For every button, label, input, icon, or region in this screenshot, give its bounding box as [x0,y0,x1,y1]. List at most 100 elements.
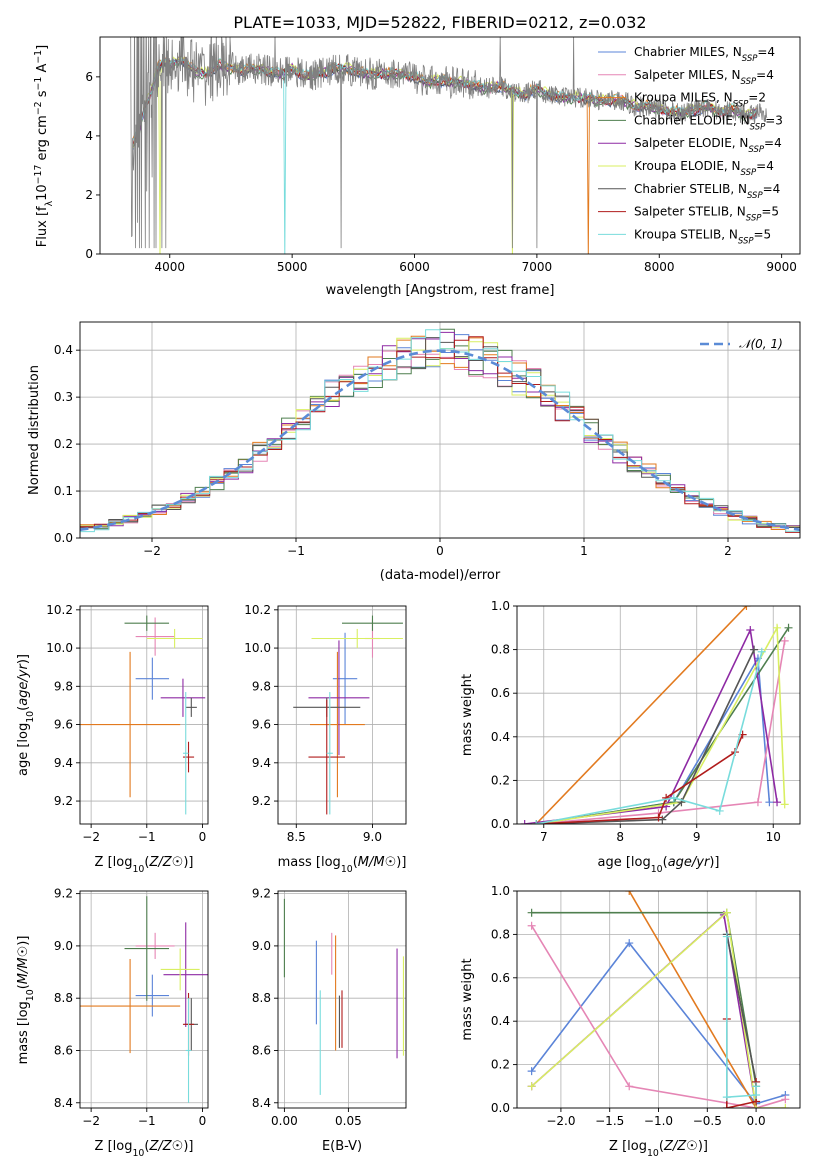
label-part: ( [659,1139,664,1154]
label-part: 10 [132,864,144,875]
axes: 0.00 0.05 8.4 8.6 8.8 9.0 9.2 E(B-V) [252,887,407,1154]
y-tick-label: 8.6 [54,1043,73,1057]
label-part: mass [ [16,1021,31,1064]
panel-age-mass: 8.5 9.0 9.2 9.4 9.6 9.8 10.0 10.2 mass [log10(M/… [244,603,407,875]
weight-marker-kroupa-elodie [527,1082,536,1091]
panel-weight-z: −2.0 −1.5 −1.0 −0.5 0.0 0.0 0.2 0.4 0.6 0.8 1.0 Z [… [460,884,801,1159]
weight-line-kroupa-elodie [535,624,786,824]
y-tick-label: 9.8 [54,679,73,693]
weight-marker-kroupa-elodie [773,623,782,632]
panel-mass-ebv: 0.00 0.05 8.4 8.6 8.8 9.0 9.2 E(B-V) [252,887,407,1154]
histogram-chabrier-miles [80,334,800,532]
errorbar-salpeter-elodie [163,922,208,1027]
errorbar-salpeter-elodie [308,640,370,756]
errorbar-kroupa-elodie [160,948,200,991]
y-tick-label: 1.0 [491,884,510,898]
legend-text: Salpeter MILES, N [634,68,741,82]
weight-marker-kroupa-elodie [780,800,789,809]
errorbar-chabrier-stelib [185,697,197,717]
label-part: Z [ [95,1139,113,1154]
legend-subscript: SSP [741,77,757,87]
x-tick-label: −2 [143,544,161,558]
label-part: ) [183,1139,188,1154]
y-tick-label: 0.1 [54,484,73,498]
legend-tail: =2 [748,91,766,105]
label-part: ) [698,1139,703,1154]
x-axis-label: E(B-V) [322,1139,362,1154]
label-part: Z/Z☉ [148,1139,183,1154]
errorbar-salpeter-miles [135,617,175,656]
x-tick-label: −2.0 [546,1114,575,1128]
legend-label-chabrier-stelib: Chabrier STELIB, NSSP=4 [634,182,780,201]
label-part: erg cm [35,115,50,164]
label-part: ] [714,855,719,870]
x-tick-label: 8000 [644,260,675,274]
label-part: ] [703,1139,708,1154]
legend-tail: =5 [754,227,772,241]
label-part: Z/Z☉ [663,1139,698,1154]
weight-marker-kroupa-stelib [715,806,724,815]
y-tick-label: 9.6 [54,718,73,732]
weight-line-kroupa-miles [628,891,757,1108]
weight-line-salpeter-miles [530,925,786,1108]
label-part: log [631,855,651,870]
label-part: ( [353,855,358,870]
histogram-kroupa-stelib [80,329,800,535]
axes-frame [99,36,801,255]
weight-marker-salpeter-miles [781,1095,790,1104]
x-tick-label: 7000 [522,260,553,274]
legend-text: Salpeter ELODIE, N [634,136,748,150]
errorbar-chabrier-elodie [342,615,403,631]
x-axis-label: Z [log10(Z/Z☉)] [95,1139,194,1159]
label-part: ] [188,1139,193,1154]
weight-marker-kroupa-stelib [722,932,731,941]
axes-frame [79,605,209,825]
errorbar-kroupa-stelib [185,998,192,1103]
x-tick-label: 0.00 [271,1114,298,1128]
label-part: ) [396,855,401,870]
legend-label-chabrier-miles: Chabrier MILES, NSSP=4 [634,45,775,64]
panel-age-z: −2 −1 09.29.49.69.810.010.2Z [log10(Z/Z☉)]… [16,603,209,875]
y-tick-label: 9.2 [54,887,73,901]
label-part: ( [144,855,149,870]
x-tick-label: −2 [82,1114,100,1128]
y-tick-label: 0.0 [491,817,510,831]
y-tick-label: 9.2 [252,794,271,808]
label-part: log [113,855,133,870]
legend-subscript: SSP [738,236,754,246]
label-part: ( [144,1139,149,1154]
x-tick-label: −1 [287,544,305,558]
axes-frame [277,890,407,1109]
x-axis-label: mass [log10(M/M☉)] [278,855,407,875]
axes: −2 −1 09.29.49.69.810.010.2Z [log10(Z/Z☉)]… [16,603,209,875]
label-part: 10 [25,711,36,723]
label-part: 10 [647,1148,659,1159]
errorbar-salpeter-miles [135,932,175,959]
y-tick-label: 8.4 [54,1096,73,1110]
y-tick-label: 10.2 [244,603,271,617]
x-tick-label: 1 [580,544,588,558]
y-tick-label: 9.2 [54,794,73,808]
label-part: ] [35,45,50,50]
weight-marker-salpeter-miles [625,1082,634,1091]
y-tick-label: 8.8 [54,991,73,1005]
x-axis-label: Z [log10(Z/Z☉)] [609,1139,708,1159]
x-tick-label: 8.5 [287,830,306,844]
legend-subscript: SSP [747,191,763,201]
legend-tail: =5 [761,205,779,219]
plot-area [80,328,800,535]
legend-subscript: SSP [733,100,749,110]
spectrum-data [130,37,768,249]
label-part: ( [16,706,31,711]
x-axis-label: age [log10(age/yr)] [597,855,719,875]
weight-marker-kroupa-stelib [752,1090,761,1099]
weight-marker-salpeter-miles [527,921,536,930]
legend-text: Kroupa STELIB, N [634,227,738,241]
label-part: ) [183,855,188,870]
weight-marker-chabrier-miles [527,1067,536,1076]
weight-marker-chabrier-miles [765,798,774,807]
errorbar-kroupa-elodie [146,628,203,649]
legend-tail: =4 [756,159,774,173]
label-part: age/yr [16,662,31,705]
label-part: E(B-V) [322,1139,362,1154]
